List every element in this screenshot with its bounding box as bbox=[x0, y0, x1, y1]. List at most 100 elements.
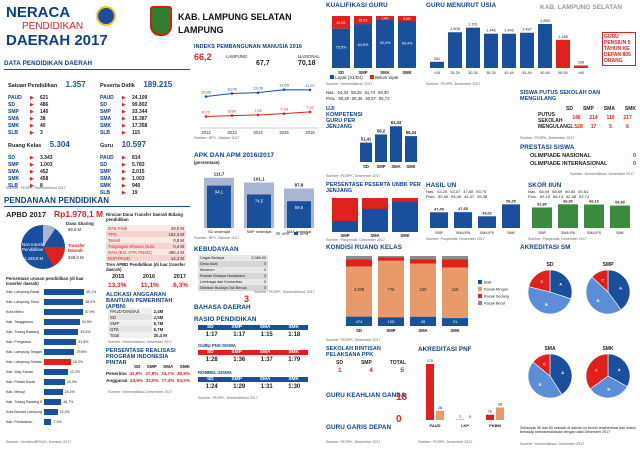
ukg-prov-value: 55,72 bbox=[378, 96, 390, 101]
ipm-point-label: 7,57 bbox=[306, 105, 315, 110]
kebudayaan-value: 0 bbox=[263, 280, 266, 284]
guru-row: SD ▶ 5.783 bbox=[100, 161, 188, 168]
ipm-panel: INDEKS PEMBANGUNAN MANUSIA 2016 66,2 LAM… bbox=[194, 44, 322, 144]
kebudayaan-value: 0 bbox=[263, 286, 266, 290]
pendanaan-bar-label: Kab. Tulang Bawang Barat bbox=[6, 400, 42, 404]
kualifikasi-bar-belum bbox=[354, 16, 372, 25]
rombel-title: ROMBEL:SISWA bbox=[198, 370, 232, 375]
ukg-bar bbox=[405, 136, 417, 162]
hasil-un-chart: 47,45 SMP 47,65 SMA IPA 43,02 SMA IPS 56,25 SMK bbox=[430, 200, 520, 235]
legend-swatch-layak bbox=[330, 75, 334, 79]
guru-pns-title: GURU PNS:SISWA bbox=[198, 343, 236, 348]
ukg-panel: Nas. 54,33 58,25 61,74 59,30 Prov. 50,25… bbox=[326, 90, 422, 180]
garis-depan-source: Sumber: PDSPK, Desember 2017 bbox=[326, 440, 381, 444]
ukg-category: SMA bbox=[391, 164, 400, 169]
skor-iin-chart: 62,80 SMP 66,30 SMA IPA 66,10 SMA IPS 64,90 SMK bbox=[532, 200, 630, 235]
siswa-row-value: 17.358 bbox=[132, 122, 148, 129]
rincian-value: 0,4 M bbox=[173, 243, 184, 249]
pendanaan-bar-label: Kab. Mesuji bbox=[6, 390, 25, 394]
rasio-value: 1:24 bbox=[205, 384, 218, 390]
akreditasi-sm-panel: AKREDITASI SM SD A B C SMP A B C SMA A B C SMK A B C Se… bbox=[520, 244, 638, 450]
siswa-row-label: SMA bbox=[100, 115, 112, 122]
usia-bar bbox=[556, 39, 570, 68]
kebudayaan-label: Museum bbox=[200, 268, 215, 272]
rintisan-col: TOTAL bbox=[389, 360, 406, 366]
rincian-value: 29,0 M bbox=[170, 225, 184, 231]
guru-row-value: 19 bbox=[132, 189, 138, 196]
ukg-value: 55,24 bbox=[406, 130, 417, 135]
siswa-row-value: 99.802 bbox=[132, 101, 148, 108]
apk-bar-chart: 111,7 94,1 SD sederajat 101,1 74,5 SMP sedera… bbox=[204, 172, 314, 236]
hasil-un-value: 56,25 bbox=[506, 200, 516, 203]
akreditasi-pnf-source: Sumber: PDSPK, Desember 2017 bbox=[418, 440, 473, 444]
usia-value: 1.855 bbox=[540, 19, 550, 23]
guru-total: 10.597 bbox=[121, 140, 147, 149]
pendanaan-bar-label: Kota Bandar Lampung bbox=[6, 410, 42, 414]
rasio-panel: RASIO PENDIDIKAN SD SMP SMA SMK 1:17 1:1… bbox=[194, 316, 322, 448]
kualifikasi-title: KUALIFIKASI GURU bbox=[326, 2, 388, 9]
ukg-category: SMK bbox=[406, 164, 415, 169]
bahasa-title: BAHASA DAERAH bbox=[194, 304, 251, 311]
partisipasi-bar bbox=[332, 220, 358, 232]
pnf-value: 16 bbox=[488, 410, 492, 414]
alokasi-row: GTK 6,7M bbox=[108, 326, 174, 332]
kondisi-chart: 3.008 474 SD 776 125 SMP 330 28 SMA 315 21 SMK Baik R… bbox=[346, 256, 509, 333]
kebudayaan-row: Rumah Budaya Nusantara 0 bbox=[198, 273, 268, 279]
akreditasi-sm-note: Sebanyak 56 dari 80 sekolah di daerah in… bbox=[520, 426, 636, 435]
akreditasi-pie-slice bbox=[527, 286, 572, 315]
usia-value: 1.487 bbox=[522, 28, 532, 32]
rincian-title: Rincian Dana Transfer Daerah Bidang pend… bbox=[106, 212, 183, 222]
kualifikasi-source: Sumber: Kemendikbud, 2017 bbox=[326, 82, 373, 86]
kebudayaan-value: 0 bbox=[263, 262, 266, 266]
siswa-row: SMA ▶ 15.387 bbox=[100, 115, 188, 122]
rasio-col: SMA bbox=[259, 377, 271, 382]
prestasi-value: 0 bbox=[632, 153, 636, 159]
kelas-row: SD ▶ 3.343 bbox=[8, 154, 94, 161]
ukg-prov-value: 50,25 bbox=[338, 96, 349, 101]
rasio-col: SD bbox=[206, 377, 214, 382]
usia-bar bbox=[466, 27, 480, 68]
ipm-point bbox=[308, 110, 312, 114]
skor-iin-nas-value: 60,61 bbox=[578, 189, 589, 194]
usia-source: Sumber: PDSPK, Desember 2017 bbox=[426, 82, 481, 86]
guru-row-value: 5.783 bbox=[132, 161, 145, 168]
usia-category: 40-44 bbox=[504, 71, 513, 75]
akreditasi-pnf-title: AKREDITASI PNF bbox=[418, 346, 472, 353]
usia-bar bbox=[430, 61, 444, 68]
kondisi-bar-rusak-ringan bbox=[346, 266, 372, 317]
akreditasi-sm-chart: SD A B C SMP A B C SMA A B C SMK A B C bbox=[527, 262, 631, 399]
kondisi-bar-rusak-berat bbox=[410, 256, 436, 260]
putus-col: SD bbox=[566, 106, 573, 112]
skor-iin-value: 66,30 bbox=[563, 200, 573, 203]
arrow-icon: ▶ bbox=[30, 182, 34, 189]
usia-value: 1.188 bbox=[558, 35, 568, 39]
akreditasi-pie-title: SMA bbox=[544, 346, 556, 352]
pendanaan-bar bbox=[44, 289, 84, 295]
apk-value: 111,7 bbox=[214, 172, 225, 177]
apk-panel: APK DAN APM 2016/2017 (persentase) 111,7… bbox=[194, 152, 322, 242]
rasio-value: 1:31 bbox=[260, 384, 273, 390]
akreditasi-pie-slice bbox=[532, 353, 551, 377]
pendanaan-bar bbox=[44, 359, 71, 365]
satuan-row-value: 38 bbox=[40, 115, 46, 122]
skor-iin-bar bbox=[610, 205, 630, 228]
pendanaan-bar-value: 34,9% bbox=[81, 320, 92, 324]
satuan-block: Satuan Pendidikan 1.357 PAUD ▶ 621 SD ▶ 486 SM… bbox=[8, 74, 94, 136]
prestasi-source: Sumber: Kemendikbud, Desember 2017 bbox=[570, 172, 635, 176]
putus-value: 217 bbox=[623, 114, 632, 121]
ukg-title: UJI KOMPETENSI GURU PER JENJANG bbox=[326, 106, 363, 130]
hasil-un-value: 47,45 bbox=[434, 207, 444, 211]
skor-iin-nas-value: 65,09 bbox=[539, 189, 550, 194]
siswa-row: SMP ▶ 33.344 bbox=[100, 108, 188, 115]
hasil-un-bar bbox=[502, 204, 520, 228]
ministry-logo-icon bbox=[96, 6, 116, 26]
kelas-block: Ruang Kelas 5.304 SD ▶ 3.343 SMP ▶ 1.003 SMA ▶ 4… bbox=[8, 134, 94, 189]
kualifikasi-category: SMP bbox=[358, 70, 367, 75]
alokasi-value: 6,7M bbox=[153, 320, 164, 326]
guru-row-label: SLB bbox=[100, 189, 110, 196]
trend-values: 13,3% 11,1% 6,3% bbox=[108, 282, 188, 289]
satuan-row-label: SMK bbox=[8, 122, 20, 129]
kelas-row-value: 8 bbox=[40, 182, 43, 189]
satuan-row: SMK ▶ 40 bbox=[8, 122, 94, 129]
arrow-icon: ▶ bbox=[122, 129, 126, 136]
